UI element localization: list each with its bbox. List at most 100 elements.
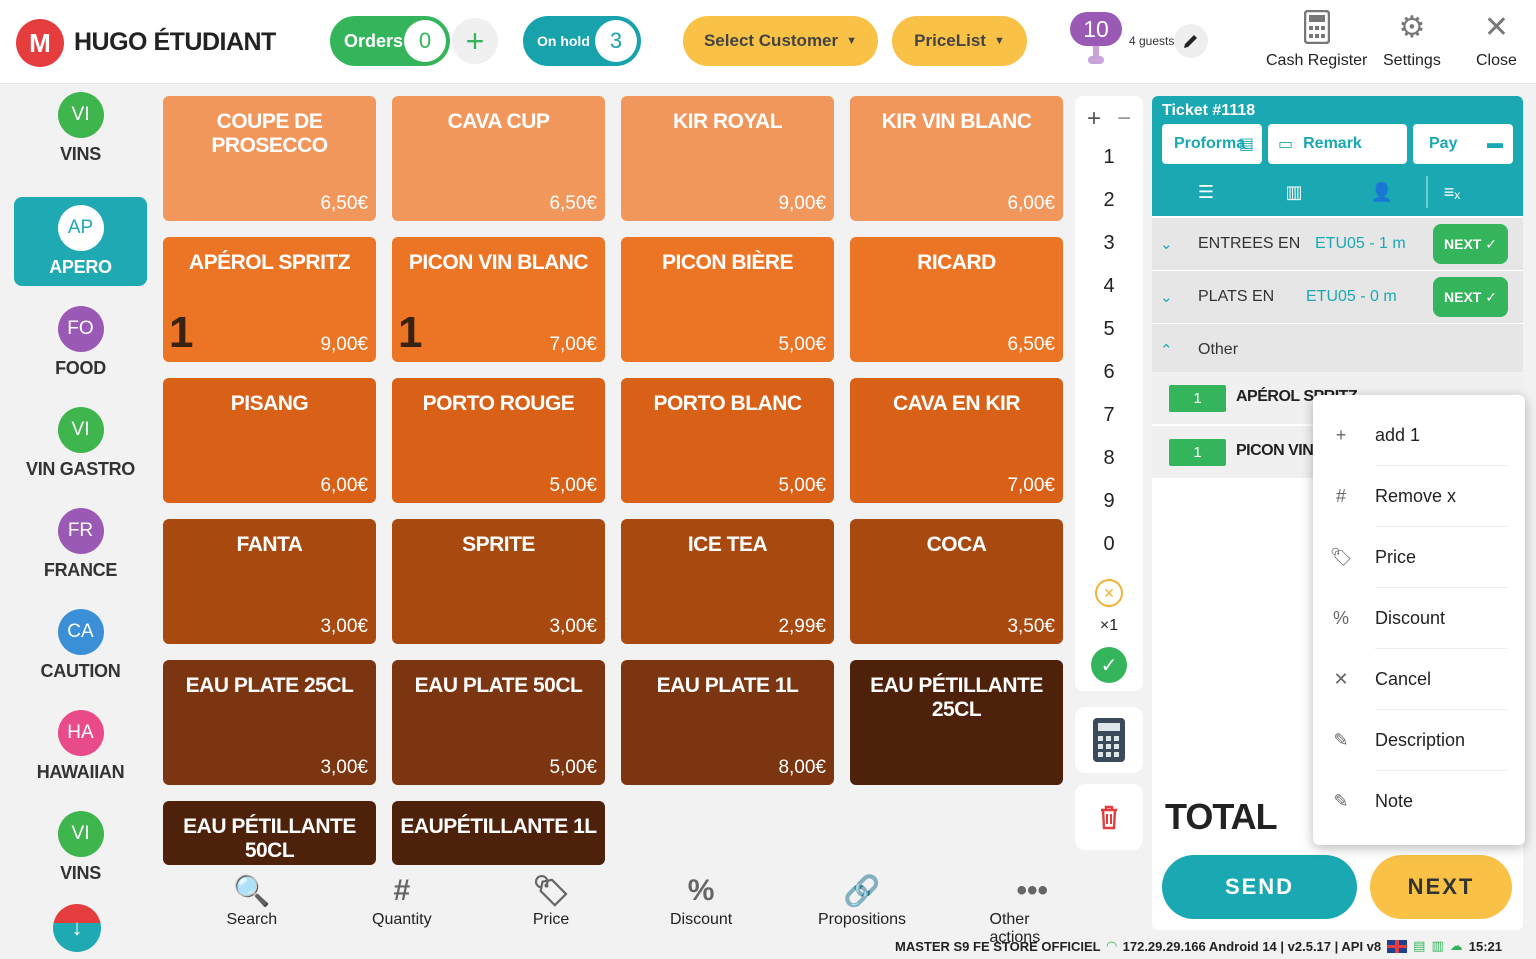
- product-price: 3,00€: [320, 757, 368, 778]
- proforma-button[interactable]: Proforma ▤: [1162, 124, 1262, 164]
- category-france[interactable]: FR FRANCE: [14, 500, 147, 589]
- product-tile[interactable]: PICON BIÈRE 5,00€: [621, 237, 834, 362]
- on-hold-button[interactable]: On hold 3: [523, 16, 641, 66]
- numpad-key-4[interactable]: 4: [1103, 275, 1115, 297]
- minus-button[interactable]: −: [1116, 105, 1131, 132]
- category-food[interactable]: FO FOOD: [14, 298, 147, 387]
- next-course-button[interactable]: NEXT ✓: [1433, 277, 1508, 317]
- menu-item-price[interactable]: 🏷 Price: [1313, 527, 1525, 588]
- product-tile[interactable]: PICON VIN BLANC 7,00€ 1: [392, 237, 605, 362]
- product-tile[interactable]: ICE TEA 2,99€: [621, 519, 834, 644]
- numpad-key-9[interactable]: 9: [1103, 490, 1115, 512]
- product-price: 2,99€: [778, 616, 826, 637]
- product-price: 6,00€: [320, 475, 368, 496]
- orders-count: 0: [404, 20, 446, 62]
- product-tile[interactable]: PORTO BLANC 5,00€: [621, 378, 834, 503]
- delete-button[interactable]: [1075, 784, 1143, 850]
- product-tile[interactable]: KIR ROYAL 9,00€: [621, 96, 834, 221]
- orders-button[interactable]: Orders 0: [330, 16, 450, 66]
- next-button[interactable]: NEXT: [1370, 855, 1512, 919]
- category-vin-gastro[interactable]: VI VIN GASTRO: [14, 399, 147, 488]
- product-tile[interactable]: CAVA EN KIR 7,00€: [850, 378, 1063, 503]
- category-badge: VI: [57, 92, 104, 138]
- numpad-key-8[interactable]: 8: [1103, 447, 1115, 469]
- numpad-key-3[interactable]: 3: [1103, 232, 1115, 254]
- category-vins[interactable]: VI VINS: [14, 803, 147, 892]
- product-tile[interactable]: APÉROL SPRITZ 9,00€ 1: [163, 237, 376, 362]
- category-badge: VI: [57, 811, 104, 857]
- action-search[interactable]: 🔍 Search: [227, 873, 278, 929]
- guests-count-badge[interactable]: 10: [1070, 12, 1122, 46]
- add-person-icon[interactable]: 👤: [1370, 182, 1394, 202]
- course-group-entrees[interactable]: ⌄ ENTREES EN ETU05 - 1 m NEXT ✓: [1152, 218, 1523, 270]
- product-tile[interactable]: PORTO ROUGE 5,00€: [392, 378, 605, 503]
- menu-item-remove-x[interactable]: # Remove x: [1313, 466, 1525, 527]
- list-icon[interactable]: ☰: [1197, 182, 1215, 202]
- action-price[interactable]: 🏷 Price: [532, 873, 570, 929]
- pay-button[interactable]: Pay ▬: [1413, 124, 1513, 164]
- category-apero[interactable]: AP APERO: [14, 197, 147, 286]
- menu-item-description[interactable]: ✎ Description: [1313, 710, 1525, 771]
- product-price: 9,00€: [320, 334, 368, 355]
- wifi-icon: ◠: [1106, 938, 1117, 953]
- numpad-key-2[interactable]: 2: [1103, 189, 1115, 211]
- product-tile[interactable]: COUPE DE PROSECCO 6,50€: [163, 96, 376, 221]
- settings-button[interactable]: ⚙ Settings: [1383, 8, 1441, 70]
- product-tile[interactable]: EAU PÉTILLANTE 25CL: [850, 660, 1063, 785]
- category-hawaiian[interactable]: HA HAWAIIAN: [14, 702, 147, 791]
- product-name: APÉROL SPRITZ: [188, 251, 351, 274]
- menu-book-icon[interactable]: ▥: [1285, 182, 1303, 202]
- confirm-check-icon[interactable]: ✓: [1091, 647, 1127, 683]
- product-price: 6,50€: [1007, 334, 1055, 355]
- close-button[interactable]: ✕ Close: [1476, 8, 1517, 70]
- product-name: COUPE DE PROSECCO: [211, 110, 328, 157]
- menu-item-add-one[interactable]: + add 1: [1313, 405, 1525, 466]
- course-group-other[interactable]: ⌃ Other: [1152, 324, 1523, 376]
- product-tile[interactable]: CAVA CUP 6,50€: [392, 96, 605, 221]
- scroll-down-button[interactable]: ↓: [53, 904, 101, 952]
- product-tile[interactable]: EAU PLATE 25CL 3,00€: [163, 660, 376, 785]
- numpad-key-6[interactable]: 6: [1103, 361, 1115, 383]
- pricelist-button[interactable]: PriceList ▼: [892, 16, 1027, 66]
- menu-item-note[interactable]: ✎ Note: [1313, 771, 1525, 832]
- category-vins[interactable]: VI VINS: [14, 84, 147, 173]
- category-caution[interactable]: CA CAUTION: [14, 601, 147, 690]
- new-order-button[interactable]: +: [452, 18, 498, 64]
- action-discount[interactable]: % Discount: [670, 873, 732, 929]
- send-button[interactable]: SEND: [1162, 855, 1357, 919]
- edit-guests-button[interactable]: [1174, 24, 1208, 58]
- product-tile[interactable]: KIR VIN BLANC 6,00€: [850, 96, 1063, 221]
- menu-item-discount[interactable]: % Discount: [1313, 588, 1525, 649]
- numpad-key-7[interactable]: 7: [1103, 404, 1115, 426]
- numpad-key-0[interactable]: 0: [1103, 533, 1115, 555]
- numpad-key-1[interactable]: 1: [1103, 146, 1115, 168]
- calculator-button[interactable]: [1075, 707, 1143, 773]
- menu-item-label: Price: [1375, 547, 1417, 567]
- cash-register-label: Cash Register: [1266, 52, 1368, 69]
- next-course-button[interactable]: NEXT ✓: [1433, 224, 1508, 264]
- product-name: PISANG: [230, 392, 309, 415]
- plus-button[interactable]: +: [1086, 105, 1101, 132]
- product-tile[interactable]: EAUPÉTILLANTE 1L: [392, 801, 605, 865]
- numpad-key-5[interactable]: 5: [1103, 318, 1115, 340]
- remark-button[interactable]: ▭ Remark: [1268, 124, 1407, 164]
- cash-register-button[interactable]: Cash Register: [1266, 8, 1367, 70]
- product-tile[interactable]: EAU PLATE 1L 8,00€: [621, 660, 834, 785]
- product-tile[interactable]: EAU PLATE 50CL 5,00€: [392, 660, 605, 785]
- menu-item-cancel[interactable]: ✕ Cancel: [1313, 649, 1525, 710]
- action-propositions[interactable]: 🔗 Propositions: [818, 873, 906, 929]
- product-tile[interactable]: PISANG 6,00€: [163, 378, 376, 503]
- action-label: Price: [532, 911, 570, 928]
- clear-list-icon[interactable]: ≡ₓ: [1443, 182, 1461, 202]
- action-quantity[interactable]: # Quantity: [372, 873, 432, 929]
- product-tile[interactable]: FANTA 3,00€: [163, 519, 376, 644]
- clear-quantity-icon[interactable]: ✕: [1095, 579, 1123, 607]
- product-tile[interactable]: COCA 3,50€: [850, 519, 1063, 644]
- printer-icon: ▥: [1431, 938, 1444, 953]
- product-tile[interactable]: SPRITE 3,00€: [392, 519, 605, 644]
- product-tile[interactable]: EAU PÉTILLANTE 50CL: [163, 801, 376, 865]
- product-tile[interactable]: RICARD 6,50€: [850, 237, 1063, 362]
- course-group-plats[interactable]: ⌄ PLATS EN ETU05 - 0 m NEXT ✓: [1152, 271, 1523, 323]
- action-other-actions[interactable]: ••• Other actions: [990, 873, 1076, 947]
- select-customer-button[interactable]: Select Customer ▼: [683, 16, 878, 66]
